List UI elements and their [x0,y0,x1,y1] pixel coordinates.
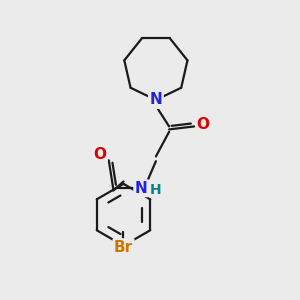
Text: H: H [150,183,162,197]
Text: N: N [149,92,162,107]
Text: N: N [135,181,148,196]
Text: O: O [93,147,106,162]
Text: Br: Br [114,240,133,255]
Text: O: O [196,118,209,133]
